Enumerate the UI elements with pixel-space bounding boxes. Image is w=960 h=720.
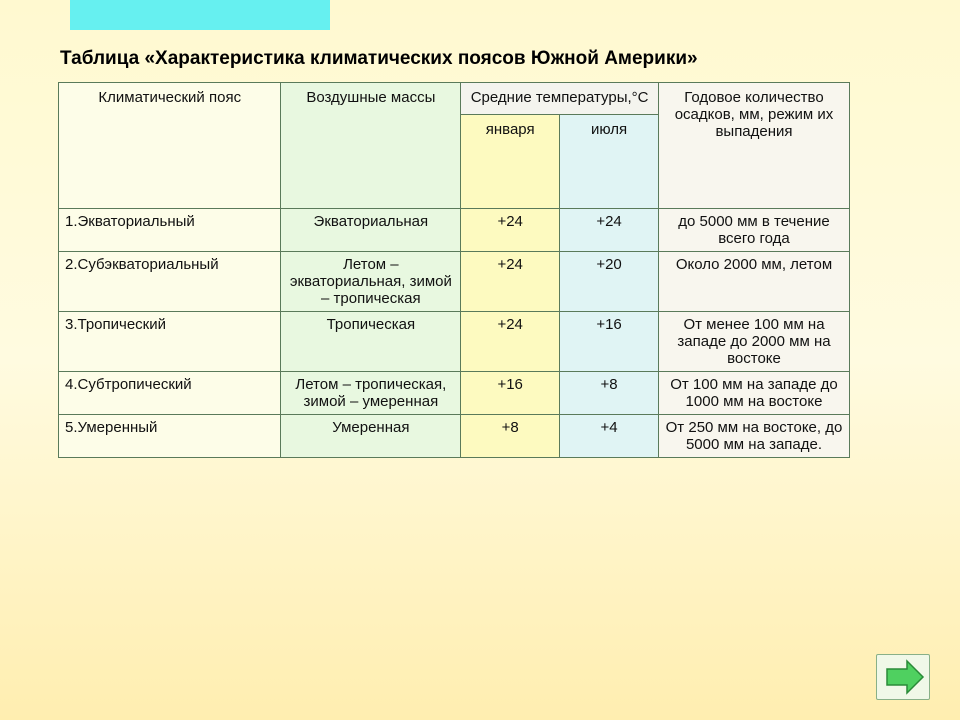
header-temp: Средние температуры,°С (461, 83, 659, 115)
cell-mass: Умеренная (281, 415, 461, 458)
header-july: июля (560, 115, 659, 209)
next-button[interactable] (876, 654, 930, 700)
table-row: 5.Умеренный Умеренная +8 +4 От 250 мм на… (59, 415, 850, 458)
cell-precip: От менее 100 мм на западе до 2000 мм на … (658, 312, 849, 372)
cell-precip: От 250 мм на востоке, до 5000 мм на запа… (658, 415, 849, 458)
table-row: 2.Субэкваториальный Летом – экваториальн… (59, 252, 850, 312)
cell-jul: +8 (560, 372, 659, 415)
cell-jan: +24 (461, 312, 560, 372)
arrow-right-icon (877, 655, 929, 699)
header-mass: Воздушные массы (281, 83, 461, 209)
table-row: 4.Субтропический Летом – тропическая, зи… (59, 372, 850, 415)
cell-precip: От 100 мм на западе до 1000 мм на восток… (658, 372, 849, 415)
cell-mass: Летом – тропическая, зимой – умеренная (281, 372, 461, 415)
cell-mass: Тропическая (281, 312, 461, 372)
table-row: 3.Тропический Тропическая +24 +16 От мен… (59, 312, 850, 372)
cell-mass: Летом – экваториальная, зимой – тропичес… (281, 252, 461, 312)
cell-mass: Экваториальная (281, 209, 461, 252)
accent-bar (70, 0, 330, 30)
cell-zone: 5.Умеренный (59, 415, 281, 458)
cell-jul: +20 (560, 252, 659, 312)
header-january: января (461, 115, 560, 209)
cell-jul: +24 (560, 209, 659, 252)
page-title: Таблица «Характеристика климатических по… (60, 48, 698, 70)
cell-zone: 3.Тропический (59, 312, 281, 372)
cell-jul: +4 (560, 415, 659, 458)
cell-jan: +8 (461, 415, 560, 458)
table-row: 1.Экваториальный Экваториальная +24 +24 … (59, 209, 850, 252)
cell-jan: +24 (461, 209, 560, 252)
climate-table: Климатический пояс Воздушные массы Средн… (58, 82, 850, 458)
cell-jan: +24 (461, 252, 560, 312)
header-precip: Годовое количество осадков, мм, режим их… (658, 83, 849, 209)
cell-precip: Около 2000 мм, летом (658, 252, 849, 312)
cell-zone: 4.Субтропический (59, 372, 281, 415)
cell-zone: 1.Экваториальный (59, 209, 281, 252)
cell-zone: 2.Субэкваториальный (59, 252, 281, 312)
cell-jul: +16 (560, 312, 659, 372)
cell-precip: до 5000 мм в течение всего года (658, 209, 849, 252)
cell-jan: +16 (461, 372, 560, 415)
header-zone: Климатический пояс (59, 83, 281, 209)
